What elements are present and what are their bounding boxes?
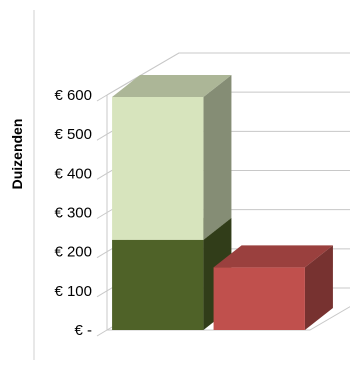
y-tick-label: € 400 (54, 165, 92, 182)
bar-segment (213, 245, 333, 330)
bar-top-face (213, 245, 333, 268)
bar-side-face (304, 245, 333, 330)
bar-front-face (213, 267, 305, 330)
gridline (96, 52, 350, 102)
y-tick-label: € - (74, 322, 92, 339)
y-tick-label: € 600 (54, 87, 92, 104)
y-tick-label: € 200 (54, 244, 92, 261)
bar-front-face (112, 96, 204, 240)
bar-side-face (203, 74, 232, 240)
bar-segment (112, 74, 232, 240)
y-tick-labels: € - € 100 € 200 € 300 € 400 € 500 € 600 (54, 87, 92, 339)
y-tick-label: € 300 (54, 205, 92, 222)
bar-top-face (112, 74, 232, 97)
y-tick-label: € 500 (54, 126, 92, 143)
y-axis-label: Duizenden (9, 119, 25, 190)
bar-front-face (112, 239, 204, 330)
y-tick-label: € 100 (54, 283, 92, 300)
bars (112, 74, 333, 330)
